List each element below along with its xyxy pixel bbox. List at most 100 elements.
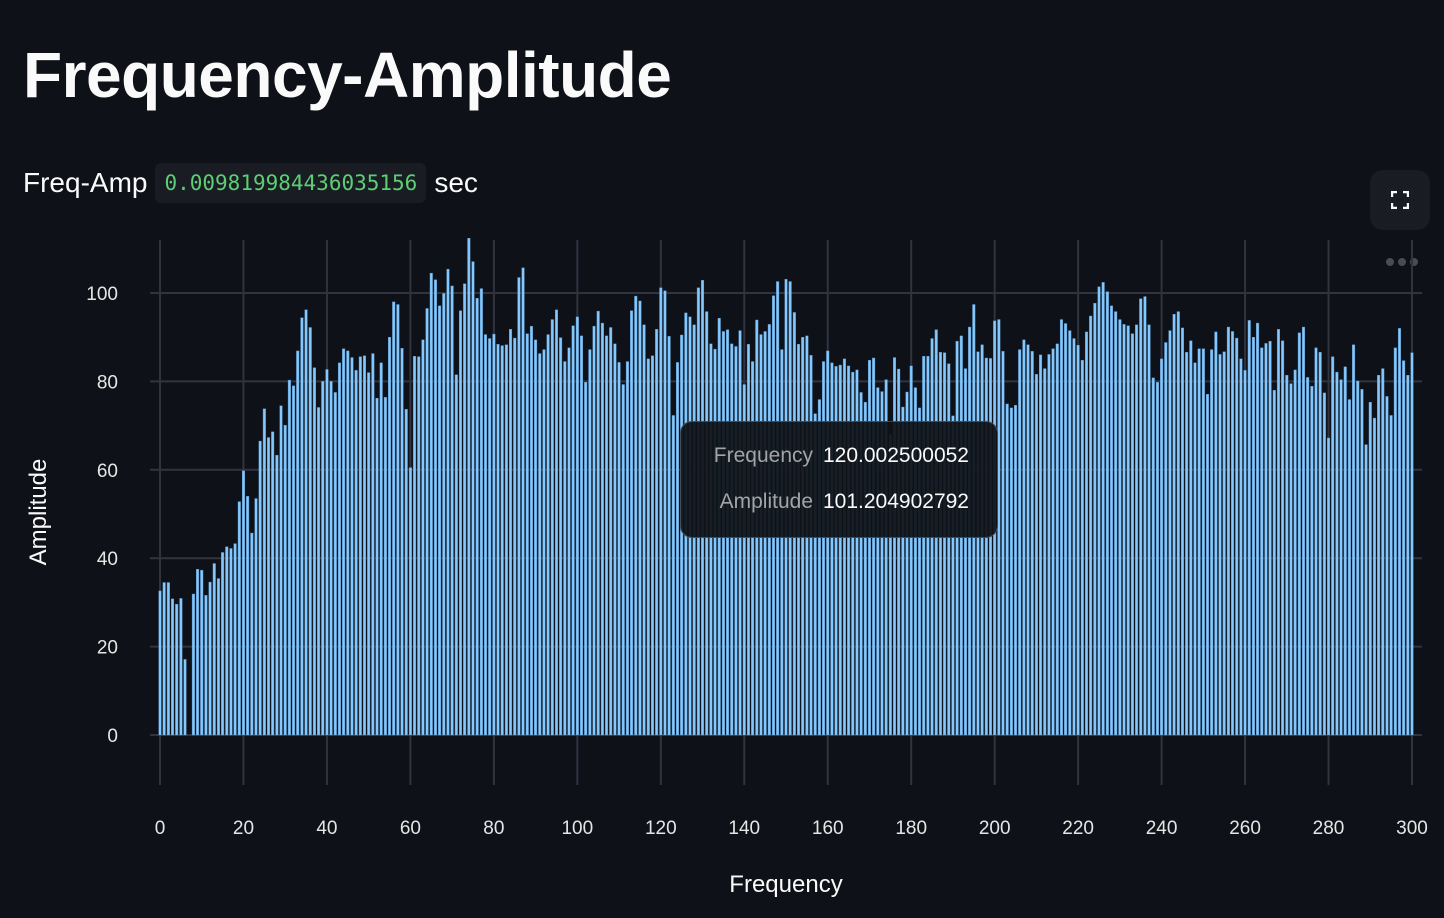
bar[interactable] bbox=[446, 268, 450, 736]
bar[interactable] bbox=[1059, 319, 1063, 736]
bar[interactable] bbox=[191, 593, 195, 736]
bar[interactable] bbox=[484, 334, 488, 736]
bar[interactable] bbox=[1018, 349, 1022, 736]
bar[interactable] bbox=[1093, 302, 1097, 736]
bar[interactable] bbox=[283, 424, 287, 736]
bar[interactable] bbox=[296, 350, 300, 736]
bar[interactable] bbox=[521, 267, 525, 736]
bar[interactable] bbox=[1076, 344, 1080, 736]
bar[interactable] bbox=[1314, 347, 1318, 736]
bar[interactable] bbox=[922, 356, 926, 736]
bar[interactable] bbox=[1014, 405, 1018, 736]
bar[interactable] bbox=[166, 582, 170, 736]
bar[interactable] bbox=[797, 344, 801, 736]
bar[interactable] bbox=[984, 357, 988, 736]
bar[interactable] bbox=[751, 361, 755, 736]
bar[interactable] bbox=[1397, 328, 1401, 736]
bar[interactable] bbox=[1331, 356, 1335, 736]
bar[interactable] bbox=[212, 563, 216, 736]
bar[interactable] bbox=[1301, 326, 1305, 736]
bar[interactable] bbox=[742, 384, 746, 736]
bar[interactable] bbox=[346, 350, 350, 736]
bar[interactable] bbox=[1001, 351, 1005, 736]
bar[interactable] bbox=[926, 356, 930, 736]
bar[interactable] bbox=[1256, 322, 1260, 736]
bar[interactable] bbox=[275, 455, 279, 736]
bar[interactable] bbox=[229, 548, 233, 736]
bar[interactable] bbox=[337, 362, 341, 736]
bar[interactable] bbox=[1160, 358, 1164, 736]
bar[interactable] bbox=[951, 415, 955, 736]
bar[interactable] bbox=[529, 325, 533, 736]
bar[interactable] bbox=[621, 384, 625, 736]
bar[interactable] bbox=[1034, 374, 1038, 736]
bar[interactable] bbox=[1360, 389, 1364, 736]
bar[interactable] bbox=[872, 357, 876, 736]
bar[interactable] bbox=[1055, 343, 1059, 736]
bar[interactable] bbox=[513, 337, 517, 736]
bar[interactable] bbox=[425, 308, 429, 736]
bar[interactable] bbox=[179, 598, 183, 736]
bar[interactable] bbox=[312, 367, 316, 736]
bar[interactable] bbox=[1122, 324, 1126, 736]
bar[interactable] bbox=[659, 287, 663, 736]
bar[interactable] bbox=[1222, 351, 1226, 736]
bar[interactable] bbox=[822, 361, 826, 736]
bar[interactable] bbox=[1180, 327, 1184, 736]
chart-menu-button[interactable] bbox=[1386, 258, 1418, 266]
bar[interactable] bbox=[1368, 401, 1372, 736]
bar[interactable] bbox=[358, 356, 362, 736]
bar[interactable] bbox=[517, 277, 521, 736]
bar[interactable] bbox=[1064, 323, 1068, 736]
bar[interactable] bbox=[550, 319, 554, 736]
bar[interactable] bbox=[254, 498, 258, 736]
bar[interactable] bbox=[1239, 358, 1243, 736]
bar[interactable] bbox=[1135, 324, 1139, 736]
bar[interactable] bbox=[1155, 382, 1159, 736]
bar[interactable] bbox=[1214, 331, 1218, 736]
bar[interactable] bbox=[200, 569, 204, 736]
bar[interactable] bbox=[300, 317, 304, 736]
bar[interactable] bbox=[580, 335, 584, 736]
bar[interactable] bbox=[746, 344, 750, 736]
bar[interactable] bbox=[918, 407, 922, 736]
bar[interactable] bbox=[454, 374, 458, 736]
bar[interactable] bbox=[901, 406, 905, 736]
bar[interactable] bbox=[375, 397, 379, 736]
bar[interactable] bbox=[1051, 348, 1055, 736]
bar[interactable] bbox=[734, 346, 738, 736]
bar[interactable] bbox=[863, 401, 867, 736]
bar[interactable] bbox=[650, 355, 654, 736]
bar[interactable] bbox=[826, 350, 830, 736]
bar[interactable] bbox=[1231, 331, 1235, 736]
bar[interactable] bbox=[1410, 352, 1414, 736]
bar[interactable] bbox=[1005, 403, 1009, 736]
bar[interactable] bbox=[1126, 325, 1130, 736]
bar[interactable] bbox=[1377, 375, 1381, 736]
bar[interactable] bbox=[1139, 298, 1143, 736]
bar[interactable] bbox=[855, 369, 859, 736]
bar[interactable] bbox=[463, 283, 467, 736]
bar[interactable] bbox=[1235, 337, 1239, 736]
bar[interactable] bbox=[905, 391, 909, 736]
bar[interactable] bbox=[1347, 399, 1351, 736]
bar[interactable] bbox=[1084, 331, 1088, 736]
bar[interactable] bbox=[1185, 352, 1189, 736]
bar[interactable] bbox=[221, 552, 225, 736]
bar[interactable] bbox=[680, 334, 684, 736]
bar[interactable] bbox=[625, 361, 629, 736]
bar[interactable] bbox=[893, 357, 897, 736]
bar[interactable] bbox=[1218, 354, 1222, 736]
bar[interactable] bbox=[1130, 333, 1134, 736]
bar[interactable] bbox=[1022, 339, 1026, 736]
bar[interactable] bbox=[1318, 352, 1322, 736]
bar[interactable] bbox=[271, 431, 275, 736]
bar[interactable] bbox=[943, 352, 947, 736]
bar[interactable] bbox=[909, 365, 913, 736]
bar[interactable] bbox=[830, 362, 834, 736]
bar[interactable] bbox=[162, 582, 166, 736]
bar[interactable] bbox=[321, 381, 325, 736]
bar[interactable] bbox=[1272, 390, 1276, 736]
bar[interactable] bbox=[842, 358, 846, 736]
bar[interactable] bbox=[838, 364, 842, 736]
